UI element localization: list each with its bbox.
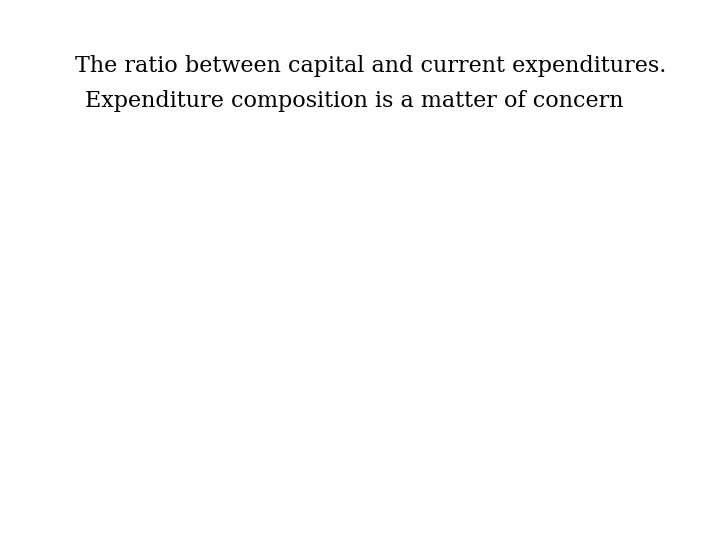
- Text: The ratio between capital and current expenditures.: The ratio between capital and current ex…: [75, 55, 667, 77]
- Text: Expenditure composition is a matter of concern: Expenditure composition is a matter of c…: [85, 90, 624, 112]
